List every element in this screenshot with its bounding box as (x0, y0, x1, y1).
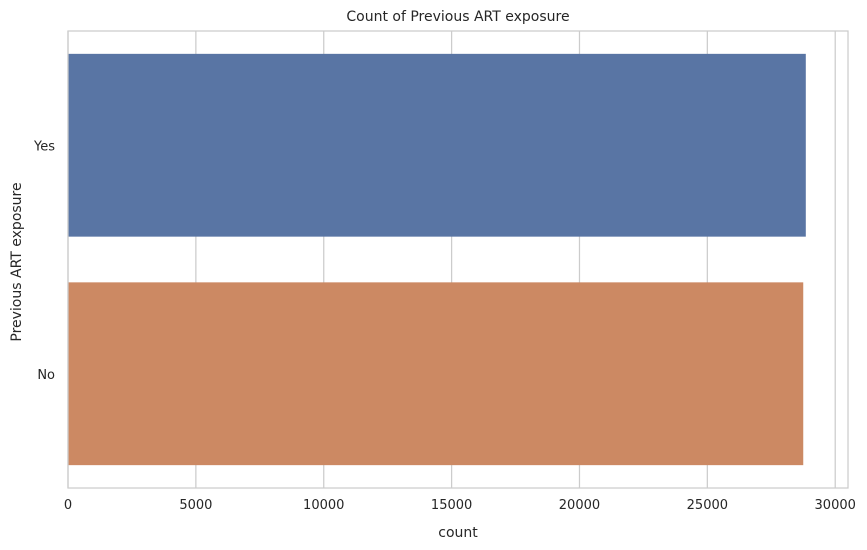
x-tick-labels: 0 5000 10000 15000 20000 25000 30000 (64, 498, 856, 513)
x-axis-label: count (438, 525, 478, 541)
bar-no (68, 282, 804, 466)
x-tick-label: 15000 (431, 498, 472, 513)
y-axis-label: Previous ART exposure (9, 182, 25, 341)
x-tick-label: 5000 (179, 498, 212, 513)
x-tick-label: 0 (64, 498, 72, 513)
y-tick-label: No (37, 368, 55, 383)
bars (68, 53, 806, 466)
chart-title: Count of Previous ART exposure (346, 9, 569, 25)
y-tick-labels: Yes No (33, 139, 55, 383)
bar-yes (68, 53, 806, 237)
plot-frame (67, 30, 849, 489)
y-tick-label: Yes (33, 139, 55, 154)
x-tick-label: 20000 (559, 498, 600, 513)
x-tick-label: 25000 (687, 498, 728, 513)
x-tick-label: 30000 (815, 498, 856, 513)
x-tick-label: 10000 (303, 498, 344, 513)
